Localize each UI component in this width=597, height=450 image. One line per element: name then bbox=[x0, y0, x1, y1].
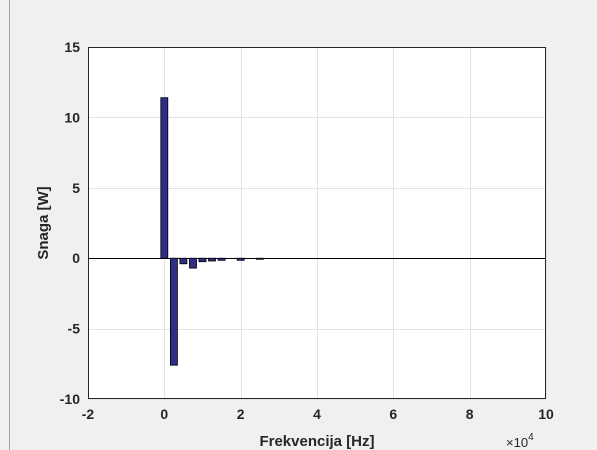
y-tick-label: -10 bbox=[60, 391, 80, 407]
x-tick-label: 6 bbox=[389, 406, 397, 422]
x-tick-label: 10 bbox=[538, 406, 554, 422]
y-tick-label: 0 bbox=[72, 250, 80, 266]
x-axis-label: Frekvencija [Hz] bbox=[259, 433, 374, 450]
plot-border bbox=[88, 47, 546, 399]
window-left-border bbox=[9, 0, 10, 450]
x-tick-label: -2 bbox=[82, 406, 95, 422]
y-tick-label: -5 bbox=[68, 321, 81, 337]
y-tick-label: 10 bbox=[64, 109, 80, 125]
bar bbox=[255, 257, 264, 260]
x-tick-label: 0 bbox=[160, 406, 168, 422]
y-tick-labels: -10 -5 0 5 10 15 bbox=[60, 39, 80, 407]
bar bbox=[179, 257, 188, 265]
y-axis-label: Snaga [W] bbox=[35, 186, 52, 259]
bar bbox=[189, 257, 197, 269]
bar-series bbox=[160, 97, 264, 366]
x-tick-label: 2 bbox=[237, 406, 245, 422]
bar bbox=[198, 257, 207, 263]
bar bbox=[208, 257, 216, 262]
bar bbox=[160, 97, 169, 259]
x-exponent-prefix: ×10 bbox=[506, 435, 528, 450]
x-tick-label: 4 bbox=[313, 406, 321, 422]
y-tick-label: 15 bbox=[64, 39, 80, 55]
x-tick-label: 8 bbox=[466, 406, 474, 422]
x-axis-exponent: ×104 bbox=[506, 432, 534, 450]
y-tick-label: 5 bbox=[72, 180, 80, 196]
x-exponent-power: 4 bbox=[528, 432, 534, 443]
bar bbox=[169, 257, 178, 366]
bar bbox=[236, 257, 245, 261]
x-tick-labels: -2 0 2 4 6 8 10 bbox=[82, 406, 554, 422]
bar bbox=[217, 257, 226, 261]
